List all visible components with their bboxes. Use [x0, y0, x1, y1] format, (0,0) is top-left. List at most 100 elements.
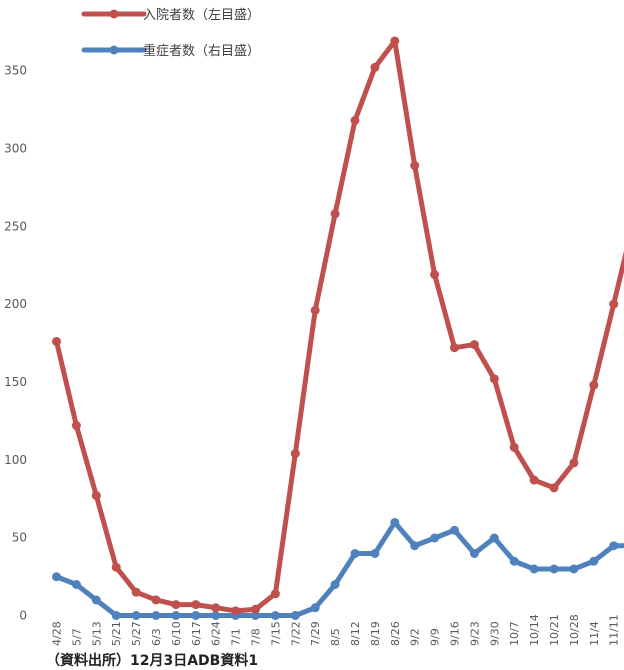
- data-point-severe: [71, 580, 81, 589]
- x-tick-label: 6/17: [190, 621, 203, 646]
- x-tick-label: 10/7: [508, 621, 521, 646]
- x-tick-label: 5/27: [130, 621, 143, 646]
- data-point-severe: [569, 564, 579, 574]
- series-line-hospitalized: [54, 38, 624, 614]
- y-tick-label: 0: [19, 609, 27, 623]
- legend-label-severe: 重症者数（右目盛）: [143, 43, 260, 59]
- x-tick-label: 10/14: [528, 614, 541, 646]
- data-point-severe: [430, 533, 440, 543]
- data-point-severe: [111, 611, 121, 620]
- data-point-severe: [251, 611, 260, 620]
- data-point-severe: [390, 518, 400, 527]
- data-point-hospitalized: [290, 449, 300, 459]
- data-point-hospitalized: [330, 209, 340, 219]
- y-axis: 0 50 100 150 200 250 300 350: [4, 64, 27, 623]
- data-point-severe: [290, 611, 300, 620]
- data-point-hospitalized: [231, 606, 241, 616]
- data-point-severe: [410, 541, 420, 551]
- data-point-severe: [131, 611, 141, 620]
- y-tick-label: 150: [4, 375, 27, 389]
- legend-item-severe: 重症者数（右目盛）: [81, 43, 260, 59]
- data-point-hospitalized: [52, 336, 61, 346]
- data-point-hospitalized: [91, 491, 101, 501]
- series-group: [52, 36, 624, 620]
- x-tick-label: 5/7: [70, 628, 83, 646]
- x-tick-label: 8/26: [389, 621, 402, 646]
- x-tick-label: 7/29: [309, 621, 322, 646]
- data-point-hospitalized: [609, 299, 619, 309]
- data-point-severe: [589, 556, 599, 566]
- x-tick-label: 4/28: [51, 621, 64, 646]
- data-point-severe: [270, 611, 280, 620]
- data-point-hospitalized: [489, 374, 499, 384]
- data-point-severe: [609, 541, 619, 551]
- data-point-severe: [489, 533, 499, 543]
- y-tick-label: 300: [4, 141, 27, 155]
- data-point-hospitalized: [370, 62, 380, 72]
- data-point-hospitalized: [270, 589, 280, 599]
- data-point-severe: [191, 611, 201, 620]
- data-point-severe: [52, 572, 61, 582]
- legend-marker-hospitalized: [109, 9, 119, 19]
- y-tick-label: 250: [4, 219, 27, 233]
- series-line-severe: [54, 520, 624, 618]
- y-tick-label: 200: [4, 297, 27, 311]
- x-tick-label: 9/9: [429, 628, 442, 646]
- data-point-severe: [509, 556, 519, 566]
- x-tick-label: 9/2: [409, 628, 422, 646]
- data-point-severe: [370, 549, 380, 558]
- data-point-hospitalized: [430, 270, 440, 280]
- data-point-severe: [310, 603, 320, 613]
- x-tick-label: 8/12: [349, 621, 362, 646]
- data-point-hospitalized: [469, 340, 479, 350]
- data-point-severe: [529, 564, 539, 574]
- x-tick-label: 10/21: [548, 614, 561, 646]
- y-tick-label: 50: [12, 531, 27, 545]
- x-tick-label: 7/1: [230, 628, 243, 646]
- data-point-hospitalized: [549, 483, 559, 493]
- legend: 入院者数（左目盛） 重症者数（右目盛）: [81, 8, 260, 59]
- legend-item-hospitalized: 入院者数（左目盛）: [81, 8, 260, 23]
- y-tick-label: 100: [4, 453, 27, 467]
- data-point-hospitalized: [569, 458, 579, 468]
- x-tick-label: 6/3: [150, 628, 163, 646]
- x-tick-label: 8/5: [329, 628, 342, 646]
- x-tick-label: 7/22: [289, 621, 302, 646]
- data-point-hospitalized: [450, 343, 459, 353]
- x-tick-label: 10/28: [568, 614, 581, 646]
- x-tick-label: 5/13: [90, 621, 103, 646]
- x-tick-label: 5/21: [110, 621, 123, 646]
- data-point-hospitalized: [410, 161, 420, 171]
- x-tick-label: 9/23: [468, 621, 481, 646]
- source-note: （資料出所）12月3日ADB資料1: [46, 653, 259, 669]
- data-point-hospitalized: [350, 115, 360, 125]
- x-tick-label: 6/24: [210, 621, 223, 646]
- data-point-hospitalized: [509, 442, 519, 452]
- x-tick-label: 7/8: [250, 628, 263, 646]
- data-point-hospitalized: [171, 600, 181, 610]
- legend-label-hospitalized: 入院者数（左目盛）: [143, 8, 260, 23]
- legend-marker-severe: [109, 45, 119, 55]
- x-tick-label: 7/15: [269, 621, 282, 646]
- data-point-severe: [91, 595, 101, 605]
- data-point-severe: [330, 580, 340, 589]
- data-point-hospitalized: [589, 380, 599, 390]
- data-point-hospitalized: [71, 421, 81, 431]
- data-point-hospitalized: [131, 587, 141, 597]
- data-point-severe: [469, 549, 479, 558]
- x-tick-label: 11/11: [608, 614, 621, 646]
- x-tick-label: 6/10: [170, 621, 183, 646]
- x-tick-label: 9/30: [488, 621, 501, 646]
- data-point-severe: [350, 549, 360, 558]
- data-point-severe: [450, 525, 459, 535]
- data-point-hospitalized: [111, 562, 121, 572]
- data-point-hospitalized: [390, 36, 400, 46]
- data-point-hospitalized: [191, 600, 201, 610]
- data-point-hospitalized: [251, 604, 260, 614]
- x-tick-label: 11/4: [588, 621, 601, 646]
- data-point-severe: [549, 564, 559, 574]
- x-axis: 4/28 5/7 5/13 5/21 5/27 6/3 6/10 6/17 6/24 7/1 7/8…: [51, 614, 621, 646]
- data-point-severe: [211, 611, 221, 620]
- x-tick-label: 8/19: [369, 621, 382, 646]
